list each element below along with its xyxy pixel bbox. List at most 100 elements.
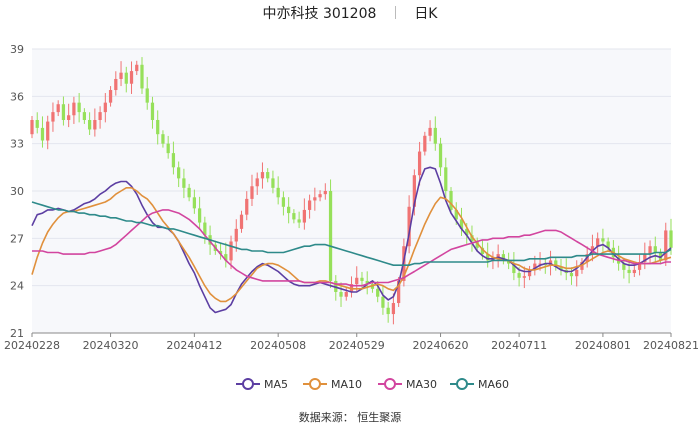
candle-down [381, 296, 385, 308]
candle-up [67, 115, 71, 120]
candle-up [428, 127, 432, 136]
candle-up [239, 214, 244, 229]
candle-up [575, 269, 579, 277]
candle-up [103, 102, 107, 113]
title-divider [394, 6, 396, 19]
candle-down [297, 219, 301, 223]
x-tick-label: 20240711 [491, 339, 547, 352]
candle-up [56, 104, 60, 113]
candle-up [119, 72, 123, 79]
candle-down [554, 260, 558, 267]
candle-up [596, 238, 600, 247]
candle-down [182, 178, 186, 188]
candle-down [360, 277, 364, 281]
candle-down [622, 263, 626, 270]
candle-down [517, 273, 521, 278]
candle-down [606, 241, 610, 248]
legend-marker-ma60[interactable] [456, 378, 468, 390]
candle-up [108, 90, 113, 103]
ma5-line [31, 166, 672, 314]
candle-up [391, 303, 396, 315]
candle-down [197, 208, 202, 223]
candle-down [224, 254, 228, 261]
candle-down [433, 127, 437, 144]
candle-down [145, 88, 149, 103]
candle-down [171, 153, 176, 168]
x-tick-label: 20240508 [250, 339, 306, 352]
period-label: 日K [414, 6, 438, 22]
candle-down [61, 104, 66, 120]
candle-up [637, 262, 642, 270]
candle-down [77, 102, 81, 113]
candle-down [376, 288, 380, 297]
candle-up [407, 206, 411, 247]
candle-down [454, 209, 458, 220]
candle-down [459, 219, 464, 229]
candle-down [601, 238, 605, 242]
candle-down [271, 178, 275, 188]
candle-down [669, 230, 673, 248]
candle-down [559, 266, 563, 270]
candle-up [548, 260, 553, 266]
candle-up [318, 194, 322, 198]
legend-label-ma10[interactable]: MA10 [331, 378, 362, 391]
candle-down [177, 167, 181, 179]
candle-up [412, 175, 416, 207]
candle-up [51, 112, 55, 122]
candle-down [501, 254, 506, 261]
candle-up [302, 209, 306, 223]
ma30-line [32, 209, 671, 287]
y-axis: 21 24 27 30 33 36 39 [10, 43, 24, 340]
x-tick-label: 20240228 [4, 339, 60, 352]
y-tick-label: 39 [10, 43, 24, 56]
candle-down [653, 246, 657, 253]
candle-up [323, 191, 327, 195]
candle-down [449, 191, 453, 210]
candle-up [538, 263, 542, 265]
candle-down [287, 206, 291, 214]
candle-down [486, 254, 490, 261]
legend-label-ma60[interactable]: MA60 [478, 378, 509, 391]
candle-down [156, 120, 160, 135]
candle-down [166, 143, 170, 154]
source-provider: 恒生聚源 [357, 411, 402, 424]
candle-down [192, 197, 196, 209]
source-label: 数据来源： [298, 411, 354, 424]
candle-up [129, 71, 134, 84]
candle-down [276, 187, 280, 198]
candle-down [470, 235, 474, 242]
candle-up [98, 112, 102, 120]
y-tick-label: 30 [10, 185, 24, 198]
legend-marker-ma30[interactable] [384, 378, 396, 390]
candle-down [465, 228, 469, 236]
candle-up [417, 151, 422, 176]
candle-up [344, 291, 348, 297]
candle-up [307, 200, 312, 210]
candle-up [522, 276, 526, 278]
y-tick-label: 21 [10, 327, 24, 340]
legend-label-ma30[interactable]: MA30 [406, 378, 437, 391]
candle-down [124, 72, 128, 84]
legend-label-ma5[interactable]: MA5 [264, 378, 288, 391]
legend-marker-ma5[interactable] [242, 378, 254, 390]
candle-down [328, 191, 333, 281]
candle-down [512, 263, 516, 274]
stock-code: 301208 [322, 6, 377, 22]
candle-down [203, 222, 207, 236]
candle-up [72, 102, 76, 116]
candle-down [507, 260, 511, 264]
candle-down [444, 167, 448, 191]
candle-up [250, 186, 254, 199]
legend-marker-ma10[interactable] [309, 378, 321, 390]
candle-up [643, 254, 647, 262]
ma10-line [31, 187, 672, 303]
candle-up [229, 241, 233, 261]
candle-up [664, 230, 668, 261]
candle-down [40, 127, 45, 141]
y-tick-label: 36 [10, 90, 24, 103]
candle-down [365, 280, 369, 285]
candle-up [135, 64, 139, 72]
candle-down [339, 291, 343, 297]
candle-up [255, 178, 259, 187]
